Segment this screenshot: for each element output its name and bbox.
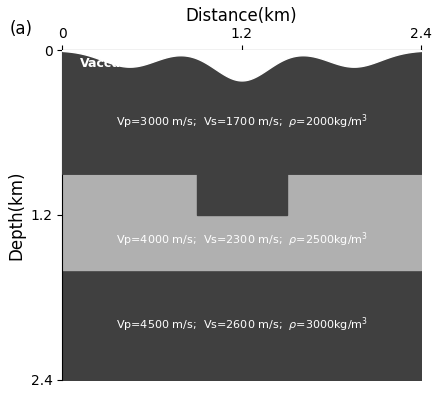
- Text: Vp=3000 m/s;  Vs=1700 m/s;  $\rho$=2000kg/m$^3$: Vp=3000 m/s; Vs=1700 m/s; $\rho$=2000kg/…: [116, 112, 367, 131]
- Text: Vp=4500 m/s;  Vs=2600 m/s;  $\rho$=3000kg/m$^3$: Vp=4500 m/s; Vs=2600 m/s; $\rho$=3000kg/…: [116, 315, 367, 334]
- Text: Vp=4000 m/s;  Vs=2300 m/s;  $\rho$=2500kg/m$^3$: Vp=4000 m/s; Vs=2300 m/s; $\rho$=2500kg/…: [116, 230, 367, 249]
- X-axis label: Distance(km): Distance(km): [185, 7, 297, 25]
- Y-axis label: Depth(km): Depth(km): [7, 170, 25, 260]
- Text: Vaccum: Vaccum: [80, 57, 134, 70]
- Text: (a): (a): [10, 20, 33, 38]
- Bar: [196, 174, 286, 215]
